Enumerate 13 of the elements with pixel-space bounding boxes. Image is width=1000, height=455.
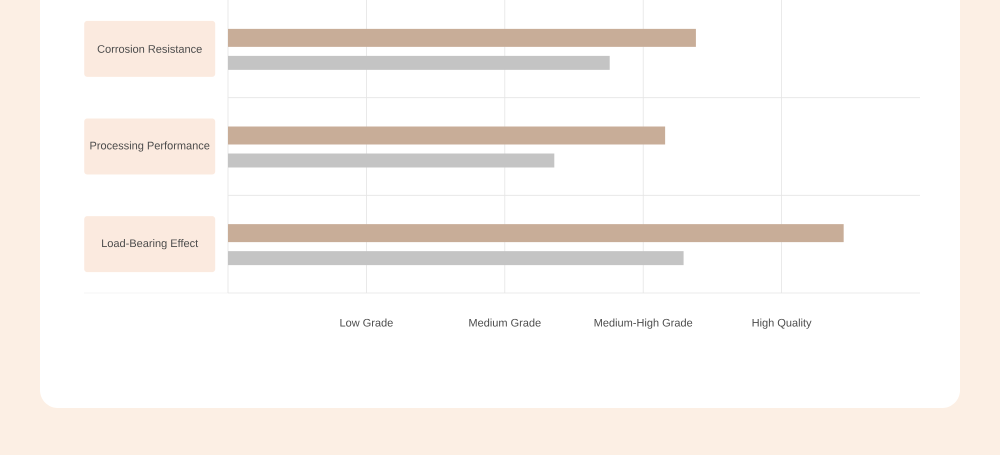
bar [228,56,610,70]
y-tick-label: Processing Performance [90,141,210,152]
text: Medium Grade [469,318,541,327]
bar [228,251,684,266]
text: Low Grade [340,318,393,327]
bar [228,126,666,144]
y-tick-label: Corrosion Resistance [98,44,202,53]
text: Medium-High Grade [594,318,692,329]
text: High Quality [752,318,812,329]
bar [228,224,844,242]
bar [228,154,554,168]
y-tick-label: Load-Bearing Effect [102,239,198,250]
bar [228,28,696,47]
